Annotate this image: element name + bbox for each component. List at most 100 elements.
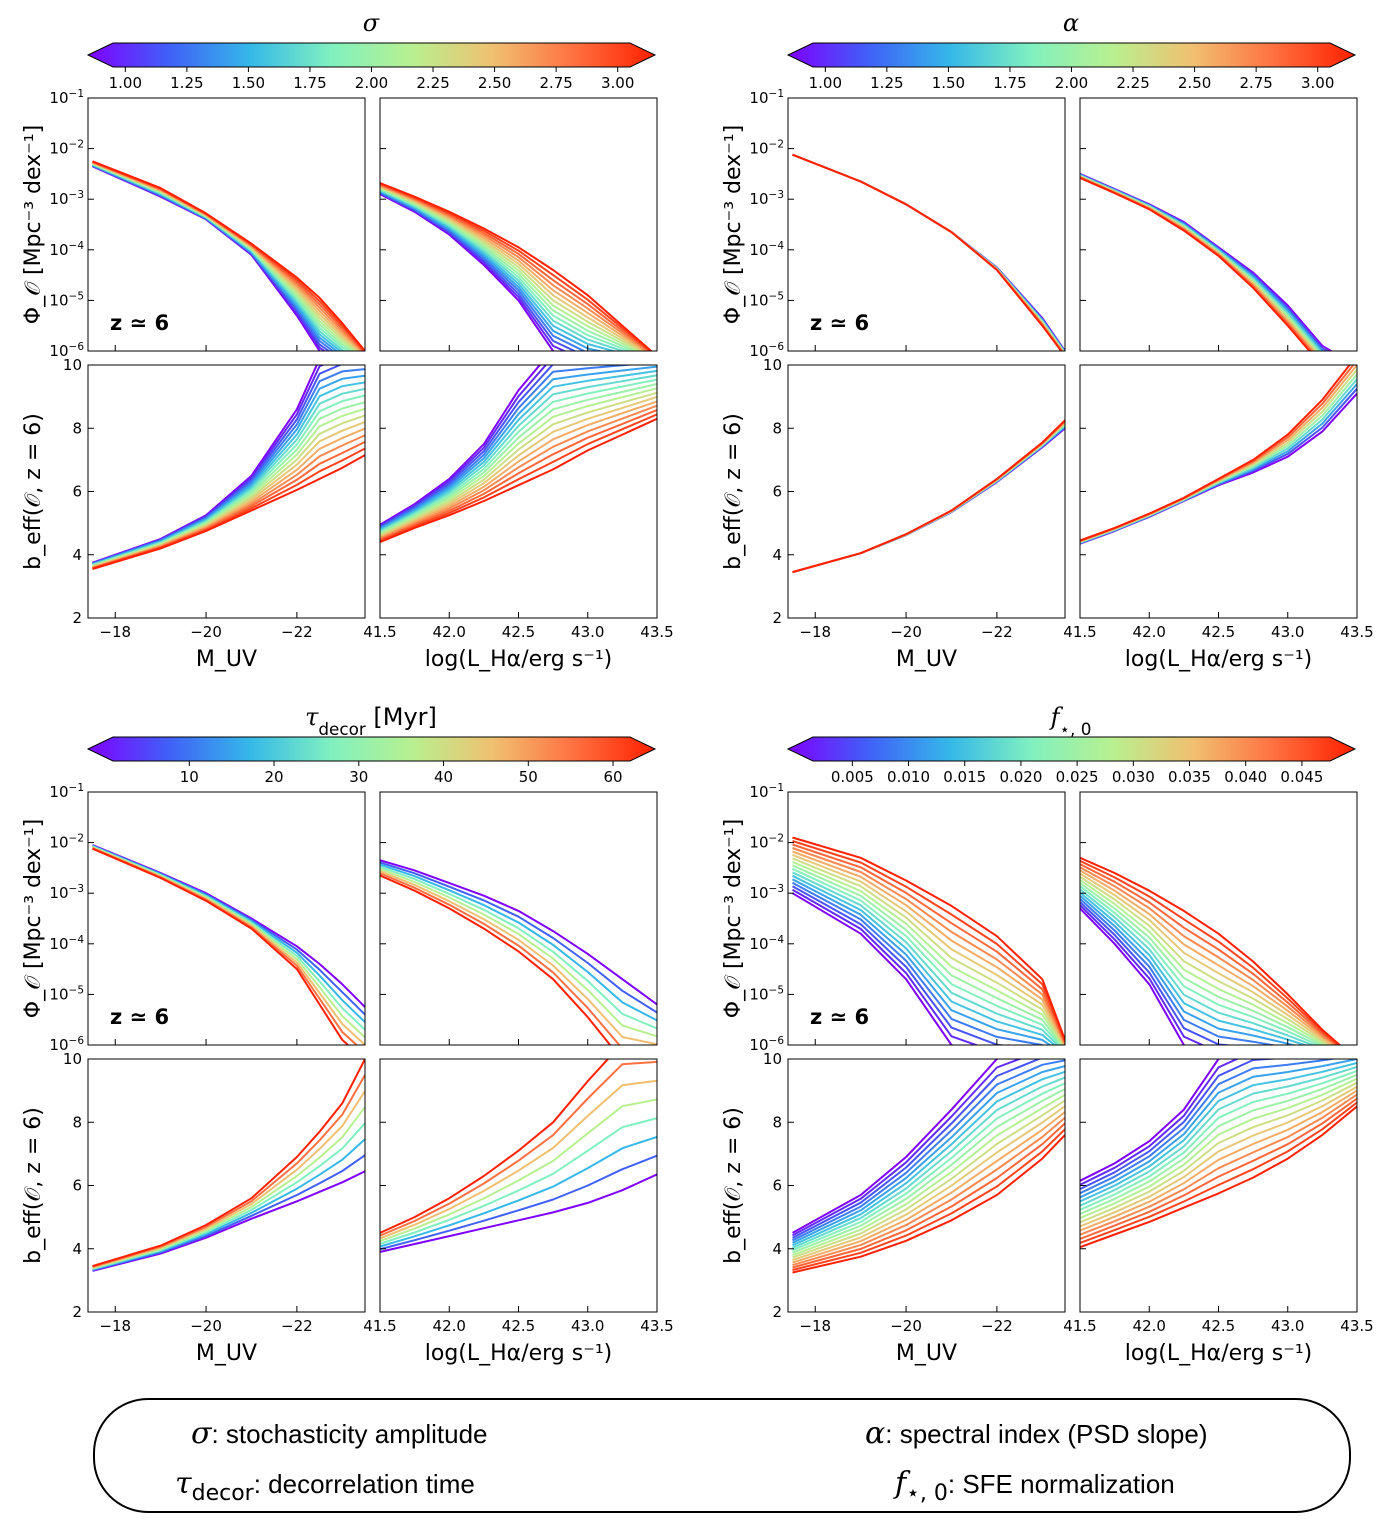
colorbar-tick-label: 60 <box>604 768 623 786</box>
colorbar-tick-label: 0.035 <box>1168 768 1211 786</box>
y-tick-label: 10−3 <box>49 883 84 902</box>
series-group-muv-phi <box>792 153 1065 351</box>
y-tick-label: 10−2 <box>49 139 84 158</box>
colorbar-tick-label: 0.030 <box>1112 768 1155 786</box>
series-line <box>92 844 365 1008</box>
series-line <box>792 871 1059 1045</box>
legend-fstar: f⋆, 0: SFE normalization <box>895 1466 1175 1506</box>
b-axis-label: b_eff(𝒪, z = 6) <box>721 1107 746 1264</box>
panel-frame <box>87 1058 366 1313</box>
y-tick-label-part: −1 <box>769 782 784 794</box>
colorbar-tau <box>86 736 657 762</box>
y-tick-label-part: 10 <box>49 985 68 1003</box>
y-tick-label-part: 10 <box>749 241 768 259</box>
y-tick-label: 10−4 <box>749 240 784 259</box>
series-line <box>792 860 1064 1045</box>
y-tick-label: 10 <box>63 356 82 374</box>
colorbar-title: τdecor [Myr] <box>305 703 437 739</box>
series-line <box>1080 1073 1357 1215</box>
x-tick-label: 42.0 <box>1133 623 1166 641</box>
panel-frame <box>87 97 366 352</box>
series-line <box>792 1099 1065 1259</box>
series-line <box>1080 859 1341 1045</box>
colorbar-tick-label: 10 <box>180 768 199 786</box>
panel-frame <box>1079 364 1358 619</box>
y-tick-label: 8 <box>72 1113 82 1131</box>
legend-fstar-symbol: f <box>895 1466 907 1501</box>
series-group-lha-b <box>1080 1059 1357 1249</box>
y-tick-label-part: 10 <box>49 834 68 852</box>
series-line <box>380 183 651 351</box>
series-group-lha-phi <box>1080 172 1334 351</box>
lha-axis-label: log(L_Hα/erg s⁻¹) <box>1125 1341 1312 1366</box>
series-line <box>1080 388 1357 545</box>
series-line <box>92 365 318 564</box>
colorbar-tick-label: 3.00 <box>601 74 634 92</box>
series-line <box>792 850 1065 1045</box>
series-group-muv-b <box>92 1059 365 1272</box>
series-line <box>792 1070 1065 1247</box>
series-line <box>792 419 1065 574</box>
y-tick-label-part: 10 <box>749 985 768 1003</box>
colorbar-alpha <box>786 42 1357 68</box>
series-line <box>92 1074 365 1268</box>
series-line <box>380 383 657 535</box>
y-tick-label-part: −3 <box>769 883 784 895</box>
muv-axis-label: M_UV <box>896 1341 957 1366</box>
series-line <box>380 187 637 351</box>
series-line <box>380 865 657 1030</box>
series-line <box>380 413 657 542</box>
series-line <box>1080 365 1357 543</box>
y-tick-label-part: 10 <box>749 884 768 902</box>
x-tick-label: −20 <box>190 623 222 641</box>
colorbar-tick-label: 2.00 <box>355 74 388 92</box>
series-line <box>1080 1089 1357 1232</box>
y-tick-label-part: −2 <box>769 833 784 845</box>
parameter-legend: σ: stochasticity amplitude α: spectral i… <box>93 1398 1351 1513</box>
series-line <box>92 1090 365 1269</box>
colorbar-tick-label: 1.75 <box>993 74 1026 92</box>
y-tick-label-part: 10 <box>49 783 68 801</box>
y-tick-label: 2 <box>72 609 82 627</box>
y-tick-label: 4 <box>72 1240 82 1258</box>
legend-fstar-subscript: ⋆, 0 <box>906 1481 948 1506</box>
x-tick-label: −22 <box>281 1317 313 1335</box>
series-line <box>380 404 657 540</box>
y-tick-label-part: −4 <box>769 934 785 946</box>
series-line <box>92 1106 365 1270</box>
series-line <box>380 1079 657 1240</box>
series-line <box>1080 392 1357 545</box>
colorbar-tick-label: 1.25 <box>170 74 203 92</box>
x-tick-label: 43.0 <box>1271 623 1304 641</box>
series-line <box>92 1138 365 1271</box>
series-line <box>792 1065 1065 1244</box>
x-tick-label: 42.0 <box>1133 1317 1166 1335</box>
series-line <box>792 422 1065 574</box>
series-line <box>1080 888 1316 1045</box>
panel-frame <box>787 97 1066 352</box>
series-line <box>380 365 637 529</box>
series-line <box>1080 904 1205 1045</box>
series-line <box>92 1059 365 1268</box>
series-group-lha-b <box>380 1059 657 1253</box>
x-tick-label: 43.0 <box>1271 1317 1304 1335</box>
series-line <box>1080 872 1334 1045</box>
y-tick-label: 2 <box>72 1303 82 1321</box>
series-line <box>792 425 1065 574</box>
series-group-muv-phi <box>92 844 365 1045</box>
series-line <box>1080 369 1357 543</box>
muv-axis-label: M_UV <box>196 647 257 672</box>
series-line <box>1080 1065 1357 1207</box>
colorbar-tick-label: 3.00 <box>1301 74 1334 92</box>
y-tick-label-part: −6 <box>769 341 785 353</box>
series-line <box>380 872 621 1045</box>
series-line <box>792 864 1063 1045</box>
colorbar-tick-label: 50 <box>519 768 538 786</box>
colorbar-title: α <box>1063 9 1079 37</box>
series-line <box>1080 1059 1240 1186</box>
colorbar-tick-label: 0.005 <box>831 768 874 786</box>
series-line <box>1080 1069 1357 1211</box>
colorbar-tick-label: 0.025 <box>1056 768 1099 786</box>
series-line <box>792 1082 1065 1252</box>
series-line <box>792 1059 1023 1237</box>
